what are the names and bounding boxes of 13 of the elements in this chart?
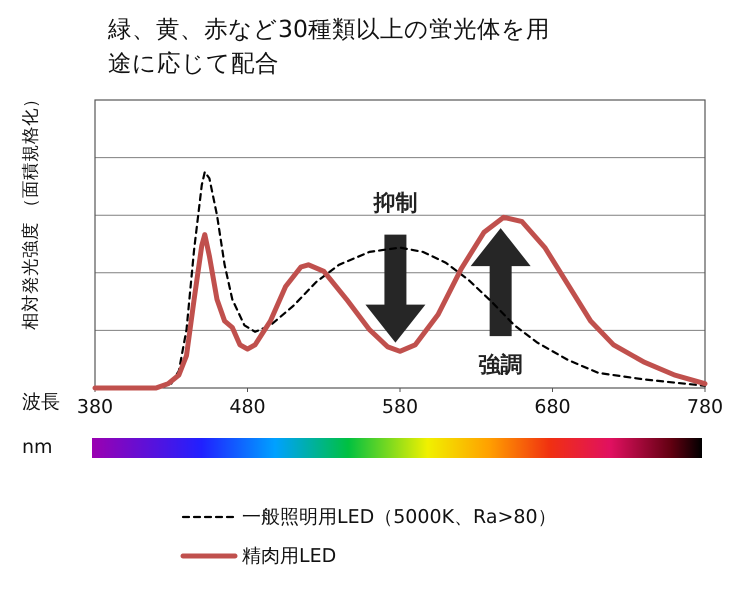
chart-title: 緑、黄、赤など30種類以上の蛍光体を用途に応じて配合 (108, 14, 551, 79)
legend-label: 一般照明用LED（5000K、Ra>80） (242, 505, 557, 530)
x-tick-label: 780 (686, 396, 724, 418)
annotation: 強調 (478, 352, 524, 380)
x-tick-label: 380 (76, 396, 114, 418)
legend-label: 精肉用LED (242, 544, 336, 569)
x-tick-label: 480 (228, 396, 267, 418)
text: nm (22, 436, 53, 458)
y-axis-title: 相対発光強度 （面積規格化） (20, 89, 42, 332)
x-tick-label: 580 (380, 396, 420, 418)
x-tick-label: 680 (533, 396, 572, 418)
annotation: 抑制 (372, 190, 418, 218)
x-axis-title: 波長 (22, 390, 60, 415)
